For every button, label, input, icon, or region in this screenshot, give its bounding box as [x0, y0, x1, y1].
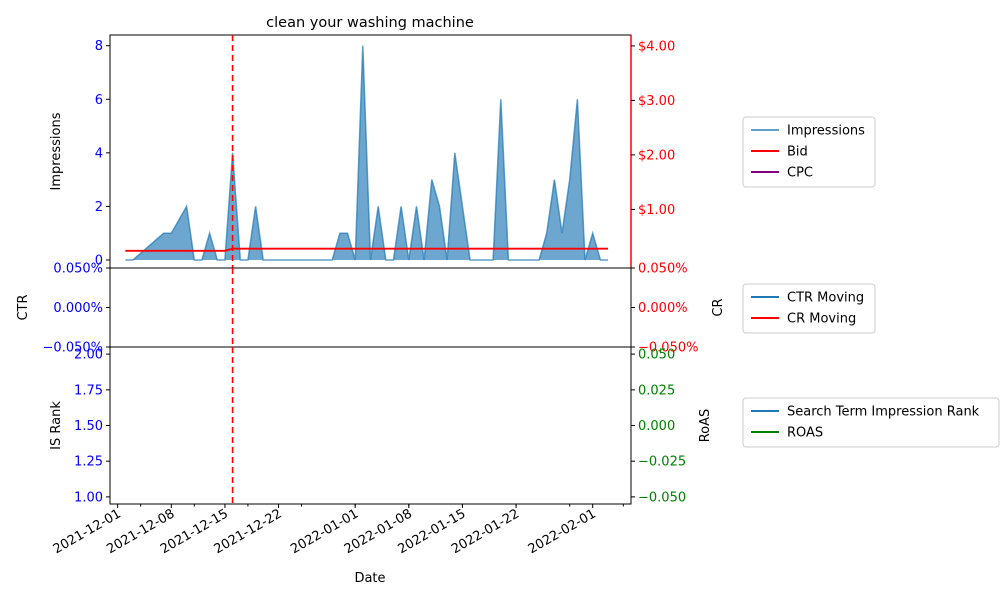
- left-tick-label-rank: 2.00: [74, 348, 103, 363]
- right-tick-label-impressions: $4.00: [638, 39, 675, 54]
- right-tick-label-impressions: $1.00: [638, 203, 675, 218]
- right-tick-label-impressions: $3.00: [638, 94, 675, 109]
- legend-impressions: [742, 116, 876, 188]
- right-tick-label-rank: 0.050: [638, 348, 675, 363]
- left-tick-label-impressions: 6: [95, 93, 103, 108]
- left-tick-label-rates: −0.050%: [43, 341, 103, 356]
- right-tick-label-rank: 0.025: [638, 383, 675, 398]
- legend-label: CR Moving: [787, 312, 856, 327]
- left-tick-label-rates: 0.050%: [53, 262, 103, 277]
- legend-label: ROAS: [787, 426, 823, 441]
- left-tick-label-rank: 1.75: [74, 383, 103, 398]
- left-tick-label-rates: 0.000%: [53, 301, 103, 316]
- right-tick-label-rank: −0.025: [638, 455, 686, 470]
- legend-label: Impressions: [787, 124, 865, 139]
- left-tick-label-impressions: 8: [95, 39, 103, 54]
- legend-label: Bid: [787, 145, 808, 160]
- left-tick-label-impressions: 0: [95, 253, 103, 268]
- legend-label: CPC: [787, 166, 813, 181]
- bid-line: [125, 247, 608, 252]
- right-tick-label-rates: 0.050%: [638, 262, 688, 277]
- x-axis-label: Date: [354, 571, 385, 586]
- left-tick-label-rank: 1.50: [74, 419, 103, 434]
- legend-rank: [742, 397, 1000, 448]
- right-axis-label-rates: CR: [711, 298, 726, 316]
- right-tick-label-impressions: $2.00: [638, 148, 675, 163]
- left-tick-label-impressions: 4: [95, 146, 103, 161]
- left-axis-label-rank: IS Rank: [49, 401, 64, 450]
- left-tick-label-rank: 1.25: [74, 455, 103, 470]
- left-axis-label-impressions: Impressions: [49, 112, 64, 190]
- right-tick-label-rates: 0.000%: [638, 301, 688, 316]
- right-tick-label-rank: −0.050: [638, 490, 686, 505]
- left-tick-label-rank: 1.00: [74, 490, 103, 505]
- right-tick-label-rates: −0.050%: [638, 341, 698, 356]
- impressions-area: [125, 45, 609, 261]
- legend-label: CTR Moving: [787, 291, 864, 306]
- right-axis-label-rank: RoAS: [698, 409, 713, 443]
- chart-title: clean your washing machine: [266, 15, 474, 31]
- left-tick-label-impressions: 2: [95, 200, 103, 215]
- right-tick-label-rank: 0.000: [638, 419, 675, 434]
- left-axis-label-rates: CTR: [16, 294, 31, 320]
- legend-label: Search Term Impression Rank: [787, 405, 980, 420]
